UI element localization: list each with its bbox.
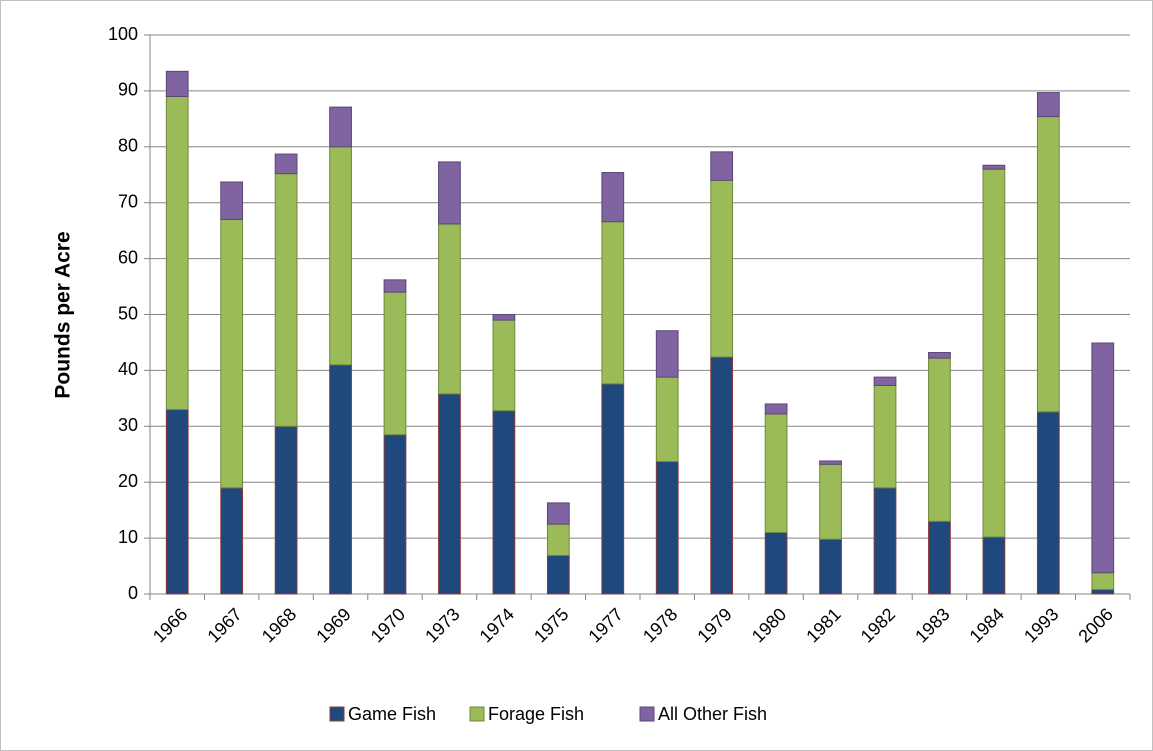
- bar-segment: [1036, 411, 1060, 595]
- bar-segment: [1036, 92, 1060, 118]
- bar-segment: [438, 161, 461, 225]
- bar-segment: [546, 502, 570, 525]
- y-tick-label: 30: [118, 415, 138, 435]
- bar-segment: [1091, 589, 1115, 595]
- legend-label: Forage Fish: [488, 704, 584, 724]
- bar-segment: [655, 330, 679, 378]
- bar-segment: [438, 393, 461, 595]
- bar-segment: [383, 279, 407, 293]
- legend-swatch: [639, 706, 655, 722]
- bar-segment: [329, 146, 352, 366]
- bar-segment: [546, 523, 570, 556]
- bar-segment: [710, 151, 734, 181]
- y-tick-label: 80: [118, 136, 138, 156]
- bar-segment: [655, 376, 679, 463]
- bar-segment: [438, 223, 461, 395]
- bar-segment: [492, 314, 516, 321]
- bar-segment: [1091, 342, 1115, 574]
- bar-segment: [165, 409, 189, 595]
- bar-segment: [819, 538, 842, 595]
- bar-segment: [601, 221, 625, 385]
- bar-segment: [1091, 572, 1115, 591]
- bar-segment: [928, 357, 951, 522]
- bar-segment: [655, 461, 679, 595]
- bar-segment: [546, 554, 570, 595]
- bar-segment: [220, 218, 244, 489]
- bar-segment: [492, 319, 516, 412]
- bar-segment: [873, 376, 897, 386]
- bar-segment: [165, 95, 189, 411]
- bar-segment: [764, 413, 788, 534]
- bar-segment: [492, 410, 516, 595]
- bar-segment: [220, 487, 244, 595]
- bar-segment: [873, 384, 897, 489]
- y-tick-label: 20: [118, 471, 138, 491]
- bar-segment: [764, 403, 788, 415]
- bar-segment: [274, 173, 298, 427]
- bar-segment: [819, 460, 842, 465]
- y-tick-label: 60: [118, 247, 138, 267]
- y-tick-label: 0: [128, 583, 138, 603]
- bar-segment: [710, 356, 734, 595]
- bar-segment: [601, 172, 625, 223]
- legend-swatch: [469, 706, 485, 722]
- bar-segment: [1036, 116, 1060, 413]
- y-tick-label: 40: [118, 359, 138, 379]
- bar-segment: [274, 425, 298, 595]
- bar-segment: [928, 520, 951, 595]
- bar-segment: [982, 164, 1006, 170]
- y-tick-label: 100: [108, 24, 138, 44]
- legend-label: Game Fish: [348, 704, 436, 724]
- bar-segment: [329, 364, 352, 595]
- legend-swatch: [329, 706, 345, 722]
- y-axis-label: Pounds per Acre: [52, 231, 75, 398]
- bar-segment: [764, 532, 788, 595]
- bar-segment: [928, 352, 951, 359]
- bar-segment: [329, 106, 352, 148]
- y-tick-label: 50: [118, 303, 138, 323]
- bar-segment: [819, 463, 842, 540]
- bar-segment: [220, 181, 244, 220]
- bar-segment: [873, 487, 897, 595]
- bar-segment: [383, 434, 407, 595]
- y-tick-label: 90: [118, 80, 138, 100]
- bar-segment: [165, 70, 189, 97]
- y-tick-label: 70: [118, 191, 138, 211]
- bar-segment: [274, 153, 298, 175]
- bar-segment: [601, 383, 625, 595]
- legend-label: All Other Fish: [658, 704, 767, 724]
- bar-segment: [710, 179, 734, 358]
- bar-segment: [982, 168, 1006, 538]
- bar-segment: [982, 536, 1006, 595]
- bar-segment: [383, 291, 407, 436]
- y-tick-label: 10: [118, 527, 138, 547]
